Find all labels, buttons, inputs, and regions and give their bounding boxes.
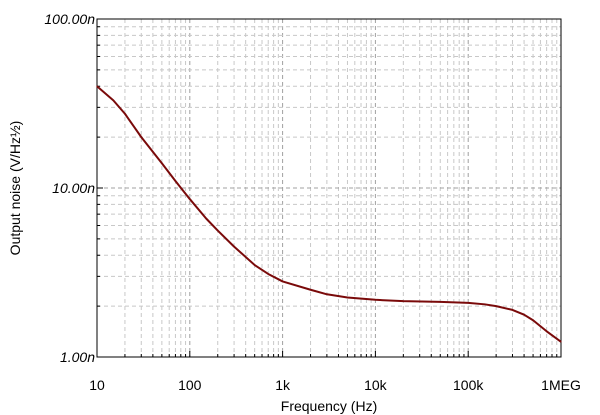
series-point (374, 299, 376, 301)
series-point (326, 293, 328, 295)
series-point (205, 217, 207, 220)
x-tick-label: 100k (453, 377, 484, 393)
series-point (402, 300, 404, 302)
y-tick-label: 10.00n (52, 180, 95, 196)
x-tick-labels: 10 100 1k 10k 100k 1MEG (89, 377, 581, 393)
series-point (96, 85, 98, 87)
series-layer (96, 85, 562, 343)
series-point (532, 319, 534, 321)
y-tick-label: 1.00n (60, 349, 95, 365)
series-point (189, 198, 191, 200)
series-point (254, 264, 256, 266)
y-axis-title: Output noise (V/Hz½) (7, 121, 23, 256)
x-tick-label: 10k (364, 377, 388, 393)
y-tick-label: 100.00n (44, 11, 95, 27)
series-point (309, 289, 312, 291)
x-tick-label: 100 (178, 377, 202, 393)
series-point (511, 309, 514, 311)
series-point (217, 229, 219, 232)
series-point (161, 162, 163, 164)
series-point (346, 296, 349, 299)
x-tick-label: 1k (275, 377, 291, 393)
x-tick-label: 10 (89, 377, 105, 393)
series-point (560, 341, 562, 343)
x-axis-title: Frequency (Hz) (281, 398, 377, 414)
series-point (174, 180, 177, 182)
series-point (267, 273, 269, 275)
series-point (546, 330, 548, 332)
tick-marks (97, 26, 558, 357)
series-point (282, 280, 284, 283)
series-point (140, 136, 142, 138)
x-tick-label: 1MEG (541, 377, 581, 393)
series-point (467, 302, 469, 304)
series-point (483, 303, 486, 305)
series-point (495, 305, 497, 307)
y-tick-labels: 1.00n 10.00n 100.00n (44, 11, 95, 365)
series-point (112, 99, 114, 101)
series-point (233, 246, 235, 248)
grid (97, 19, 561, 357)
series-point (523, 314, 525, 316)
series-point (439, 301, 441, 303)
series-point (124, 113, 126, 115)
